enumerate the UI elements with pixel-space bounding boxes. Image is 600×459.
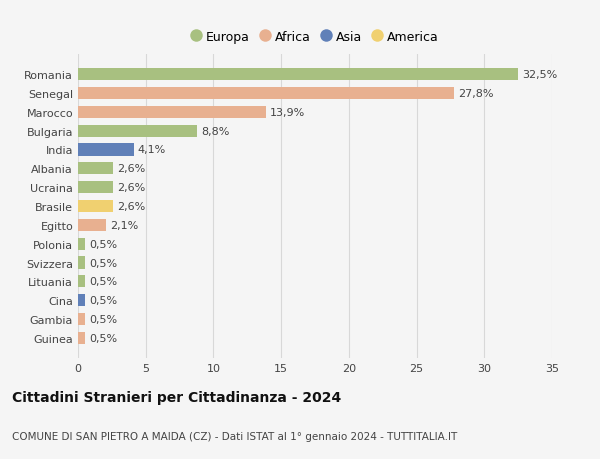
Bar	[78, 125, 197, 137]
Bar	[78, 257, 85, 269]
Text: 2,6%: 2,6%	[117, 183, 146, 193]
Text: 8,8%: 8,8%	[201, 126, 230, 136]
Text: 4,1%: 4,1%	[137, 145, 166, 155]
Text: 32,5%: 32,5%	[522, 70, 557, 80]
Text: 0,5%: 0,5%	[89, 277, 117, 287]
Bar	[78, 276, 85, 288]
Text: 0,5%: 0,5%	[89, 239, 117, 249]
Text: 2,1%: 2,1%	[110, 220, 139, 230]
Bar	[78, 163, 113, 175]
Bar	[78, 332, 85, 344]
Text: 0,5%: 0,5%	[89, 258, 117, 268]
Bar	[78, 313, 85, 325]
Text: 13,9%: 13,9%	[271, 107, 305, 118]
Legend: Europa, Africa, Asia, America: Europa, Africa, Asia, America	[191, 31, 439, 44]
Bar	[78, 201, 113, 213]
Bar	[78, 219, 106, 231]
Bar	[78, 294, 85, 307]
Text: Cittadini Stranieri per Cittadinanza - 2024: Cittadini Stranieri per Cittadinanza - 2…	[12, 390, 341, 404]
Bar	[78, 144, 134, 156]
Text: 0,5%: 0,5%	[89, 333, 117, 343]
Text: 0,5%: 0,5%	[89, 314, 117, 325]
Bar	[78, 88, 454, 100]
Text: 27,8%: 27,8%	[458, 89, 494, 99]
Bar	[78, 238, 85, 250]
Text: 2,6%: 2,6%	[117, 202, 146, 212]
Bar	[78, 69, 518, 81]
Text: 2,6%: 2,6%	[117, 164, 146, 174]
Text: 0,5%: 0,5%	[89, 296, 117, 306]
Text: COMUNE DI SAN PIETRO A MAIDA (CZ) - Dati ISTAT al 1° gennaio 2024 - TUTTITALIA.I: COMUNE DI SAN PIETRO A MAIDA (CZ) - Dati…	[12, 431, 457, 441]
Bar	[78, 106, 266, 119]
Bar	[78, 182, 113, 194]
